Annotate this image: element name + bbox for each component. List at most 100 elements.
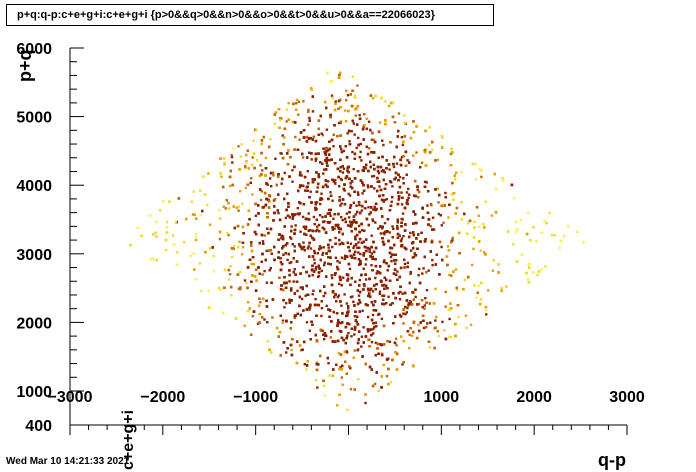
data-point bbox=[329, 336, 332, 339]
data-point bbox=[437, 334, 440, 338]
data-point bbox=[353, 315, 357, 318]
data-point bbox=[368, 338, 371, 341]
data-point bbox=[357, 201, 361, 204]
data-point bbox=[339, 71, 342, 74]
data-point bbox=[437, 212, 441, 216]
data-point bbox=[381, 194, 385, 197]
data-point bbox=[207, 306, 211, 309]
data-point bbox=[254, 214, 258, 217]
data-point bbox=[329, 309, 332, 312]
data-point bbox=[309, 338, 312, 341]
data-point bbox=[285, 108, 288, 111]
data-point bbox=[207, 172, 210, 175]
data-point bbox=[298, 138, 301, 141]
data-point bbox=[281, 134, 284, 137]
data-point bbox=[348, 224, 351, 227]
data-point bbox=[267, 198, 270, 202]
data-point bbox=[471, 263, 474, 267]
data-point bbox=[265, 281, 269, 284]
data-point bbox=[302, 203, 306, 206]
data-point bbox=[421, 216, 425, 219]
data-point bbox=[346, 132, 349, 135]
data-point bbox=[322, 147, 325, 150]
data-point bbox=[256, 322, 260, 325]
data-point bbox=[385, 198, 388, 201]
data-point bbox=[377, 271, 381, 274]
data-point bbox=[323, 332, 327, 335]
data-point bbox=[350, 230, 353, 233]
data-point bbox=[394, 176, 397, 180]
data-point bbox=[325, 128, 329, 131]
data-point bbox=[260, 139, 264, 142]
data-point bbox=[250, 262, 253, 266]
data-point bbox=[219, 157, 222, 160]
data-point bbox=[328, 147, 331, 151]
data-point bbox=[482, 223, 485, 226]
data-point bbox=[379, 225, 382, 228]
data-point bbox=[285, 351, 288, 354]
data-point bbox=[238, 240, 241, 243]
data-point bbox=[423, 240, 427, 243]
data-point bbox=[311, 274, 314, 277]
data-point bbox=[222, 205, 225, 208]
data-point bbox=[527, 264, 530, 267]
data-point bbox=[400, 245, 404, 248]
data-point bbox=[331, 245, 334, 249]
data-point bbox=[286, 347, 289, 350]
data-point bbox=[362, 283, 366, 286]
data-point bbox=[230, 155, 234, 159]
data-point bbox=[393, 341, 397, 345]
data-point bbox=[367, 223, 370, 227]
data-point bbox=[238, 190, 242, 193]
data-point bbox=[374, 321, 378, 324]
data-point bbox=[420, 161, 424, 164]
data-point bbox=[289, 327, 292, 330]
data-point bbox=[455, 207, 458, 210]
data-point bbox=[388, 168, 391, 171]
data-point bbox=[405, 299, 409, 302]
data-point bbox=[302, 241, 305, 244]
data-point bbox=[344, 109, 347, 112]
data-point bbox=[388, 340, 392, 343]
data-point bbox=[356, 289, 359, 292]
data-point bbox=[292, 102, 295, 106]
data-point bbox=[440, 224, 443, 227]
data-point bbox=[337, 352, 340, 355]
data-point bbox=[362, 169, 365, 172]
data-point bbox=[241, 225, 244, 229]
data-point bbox=[520, 253, 524, 257]
data-point bbox=[449, 152, 453, 156]
data-point bbox=[232, 147, 235, 150]
data-point bbox=[382, 143, 385, 147]
data-point bbox=[357, 241, 360, 244]
data-point bbox=[497, 263, 500, 266]
data-point bbox=[398, 313, 402, 317]
data-point bbox=[272, 174, 275, 177]
data-point bbox=[308, 255, 311, 258]
data-point bbox=[388, 251, 392, 255]
data-point bbox=[334, 293, 337, 296]
data-point bbox=[444, 191, 447, 195]
data-point bbox=[331, 228, 334, 231]
data-point bbox=[370, 245, 373, 249]
data-point bbox=[271, 316, 274, 319]
data-point bbox=[403, 246, 406, 249]
data-point bbox=[345, 99, 348, 102]
data-point bbox=[347, 262, 351, 266]
data-point bbox=[462, 288, 465, 291]
data-point bbox=[315, 379, 318, 382]
data-point bbox=[292, 280, 295, 283]
data-point bbox=[409, 272, 412, 275]
data-point bbox=[314, 333, 317, 337]
data-point bbox=[325, 156, 329, 160]
data-point bbox=[349, 283, 352, 286]
data-point bbox=[343, 189, 346, 192]
data-point bbox=[334, 182, 337, 185]
data-point bbox=[374, 309, 378, 312]
data-point bbox=[376, 176, 379, 180]
data-point bbox=[390, 200, 393, 203]
data-point bbox=[335, 312, 339, 315]
data-point bbox=[375, 325, 378, 328]
data-point bbox=[433, 346, 436, 350]
data-point bbox=[477, 214, 480, 217]
